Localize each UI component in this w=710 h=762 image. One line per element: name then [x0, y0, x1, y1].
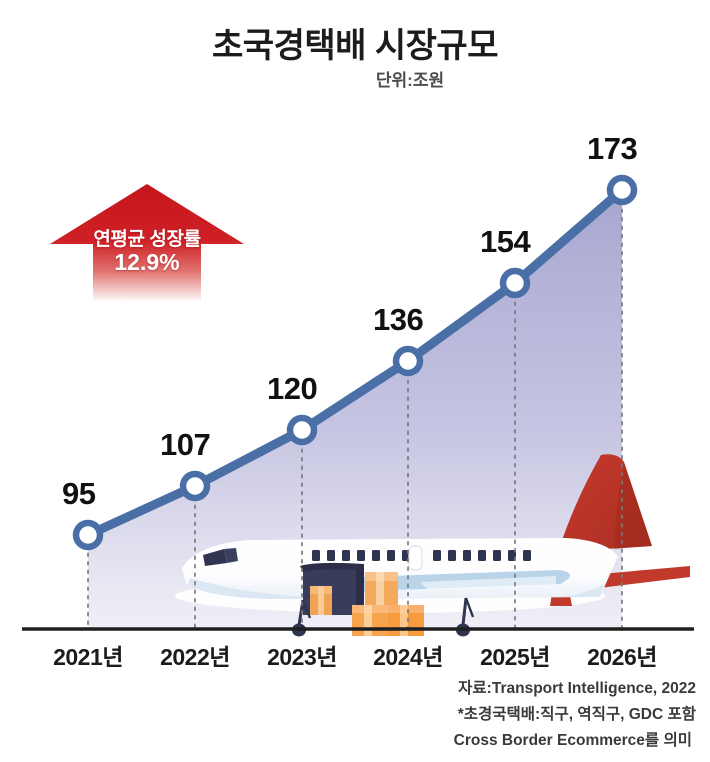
value-label-2026: 173	[587, 131, 638, 166]
series-line	[83, 185, 627, 540]
x-tick-2024: 2024년	[373, 644, 443, 670]
value-label-2021: 95	[62, 476, 96, 511]
footnote-definition: *초경국택배:직구, 역직구, GDC 포함	[457, 706, 696, 723]
data-marker-2024	[392, 345, 424, 377]
cabin-door	[408, 545, 423, 571]
data-marker-2026	[606, 174, 638, 206]
data-markers	[72, 174, 638, 551]
cockpit-window	[203, 549, 227, 566]
footnote-meaning: Cross Border Ecommerce를 의미	[453, 732, 692, 749]
x-tick-2025: 2025년	[480, 644, 550, 670]
data-marker-2023	[286, 414, 318, 446]
value-label-2023: 120	[267, 371, 318, 406]
footnotes: 자료:Transport Intelligence, 2022 *초경국택배:직…	[276, 676, 696, 754]
unit-subtitle: 단위:조원	[375, 71, 445, 90]
x-tick-2023: 2023년	[267, 644, 337, 670]
cargo-airplane-illustration	[175, 454, 690, 637]
data-marker-2025	[499, 267, 531, 299]
x-tick-2022: 2022년	[160, 644, 230, 670]
data-marker-2022	[179, 470, 211, 502]
page-title: 초국경택배 시장규모	[212, 27, 498, 65]
fuselage	[182, 538, 618, 599]
window-row-left	[312, 550, 410, 561]
growth-callout: 연평균 성장률 12.9%	[48, 182, 246, 304]
up-arrow-icon	[50, 184, 244, 302]
gridlines	[87, 200, 623, 629]
value-label-2025: 154	[480, 224, 531, 259]
x-tick-2026: 2026년	[587, 644, 657, 670]
chart-area-fill	[88, 190, 622, 628]
footnote-source: 자료:Transport Intelligence, 2022	[458, 680, 696, 697]
value-label-2022: 107	[160, 427, 211, 462]
value-label-2024: 136	[373, 302, 424, 337]
data-marker-2021	[72, 519, 104, 551]
x-tick-2021: 2021년	[53, 644, 123, 670]
